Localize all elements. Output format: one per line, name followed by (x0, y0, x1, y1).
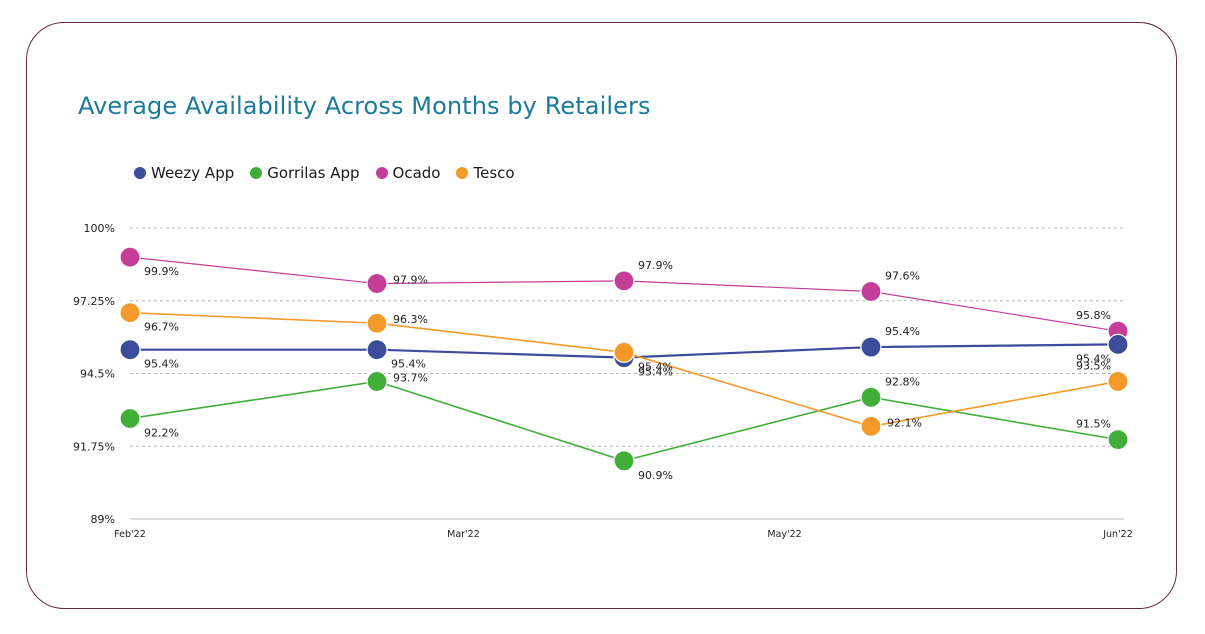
legend-label-gorrilas: Gorrilas App (267, 164, 360, 182)
data-label: 92.8% (885, 375, 920, 388)
data-point (1107, 333, 1129, 355)
chart-card (26, 22, 1177, 609)
data-label: 95.8% (1076, 309, 1111, 322)
y-tick-label: 91.75% (73, 440, 115, 453)
y-tick-label: 100% (84, 222, 115, 235)
legend-label-weezy: Weezy App (151, 164, 235, 182)
legend-item-tesco[interactable]: Tesco (456, 164, 515, 182)
data-label: 90.9% (638, 469, 673, 482)
legend-swatch-ocado (375, 167, 388, 179)
data-point (119, 339, 141, 361)
data-label: 95.4% (1076, 352, 1111, 365)
x-tick-label: May'22 (767, 529, 801, 540)
y-tick-label: 97.25% (73, 295, 115, 308)
data-point (366, 312, 388, 334)
data-point (860, 280, 882, 303)
data-point (119, 407, 141, 430)
legend-item-gorrilas[interactable]: Gorrilas App (250, 164, 360, 182)
data-point (1107, 370, 1129, 393)
data-label: 95.4% (144, 358, 179, 371)
x-tick-label: Mar'22 (447, 529, 480, 540)
legend-label-ocado: Ocado (392, 164, 441, 182)
data-label: 96.3% (393, 313, 428, 326)
data-label: 96.7% (144, 321, 179, 334)
legend-item-ocado[interactable]: Ocado (375, 164, 441, 182)
legend-swatch-weezy (134, 167, 146, 179)
y-tick-label: 94.5% (80, 368, 115, 381)
series-line-1 (129, 380, 1119, 462)
data-label: 95.4% (885, 325, 920, 338)
data-point (860, 415, 882, 438)
data-point (613, 270, 635, 292)
x-tick-label: Jun'22 (1102, 529, 1133, 540)
x-tick-label: Feb'22 (114, 529, 146, 540)
data-label: 92.1% (887, 416, 922, 429)
data-label: 95.4% (638, 366, 673, 379)
data-point (613, 450, 635, 472)
data-point (1107, 429, 1129, 451)
data-point (119, 246, 141, 268)
series-line-2 (129, 256, 1119, 332)
data-label: 97.6% (885, 269, 920, 282)
data-label: 97.9% (638, 259, 673, 272)
data-label: 95.4% (638, 360, 673, 373)
data-label: 92.2% (144, 426, 179, 439)
y-tick-label: 89% (91, 513, 115, 526)
data-point (119, 302, 141, 324)
data-point (860, 386, 882, 408)
chart-title: Average Availability Across Months by Re… (78, 92, 651, 120)
data-label: 97.9% (393, 274, 428, 287)
data-point (366, 272, 388, 295)
data-label: 93.7% (393, 371, 428, 384)
data-label: 93.5% (1076, 359, 1111, 372)
data-point (860, 336, 882, 358)
data-label: 95.4% (391, 358, 426, 371)
data-label: 99.9% (144, 265, 179, 278)
data-point (366, 370, 388, 393)
data-point (366, 339, 388, 361)
series-line-3 (129, 311, 1119, 428)
data-label: 91.5% (1076, 418, 1111, 431)
legend-label-tesco: Tesco (473, 164, 515, 182)
legend: Weezy App Gorrilas App Ocado Tesco (134, 164, 515, 182)
data-point (613, 341, 635, 363)
legend-swatch-tesco (456, 167, 469, 179)
legend-swatch-gorrilas (250, 167, 263, 179)
legend-item-weezy[interactable]: Weezy App (134, 164, 234, 182)
